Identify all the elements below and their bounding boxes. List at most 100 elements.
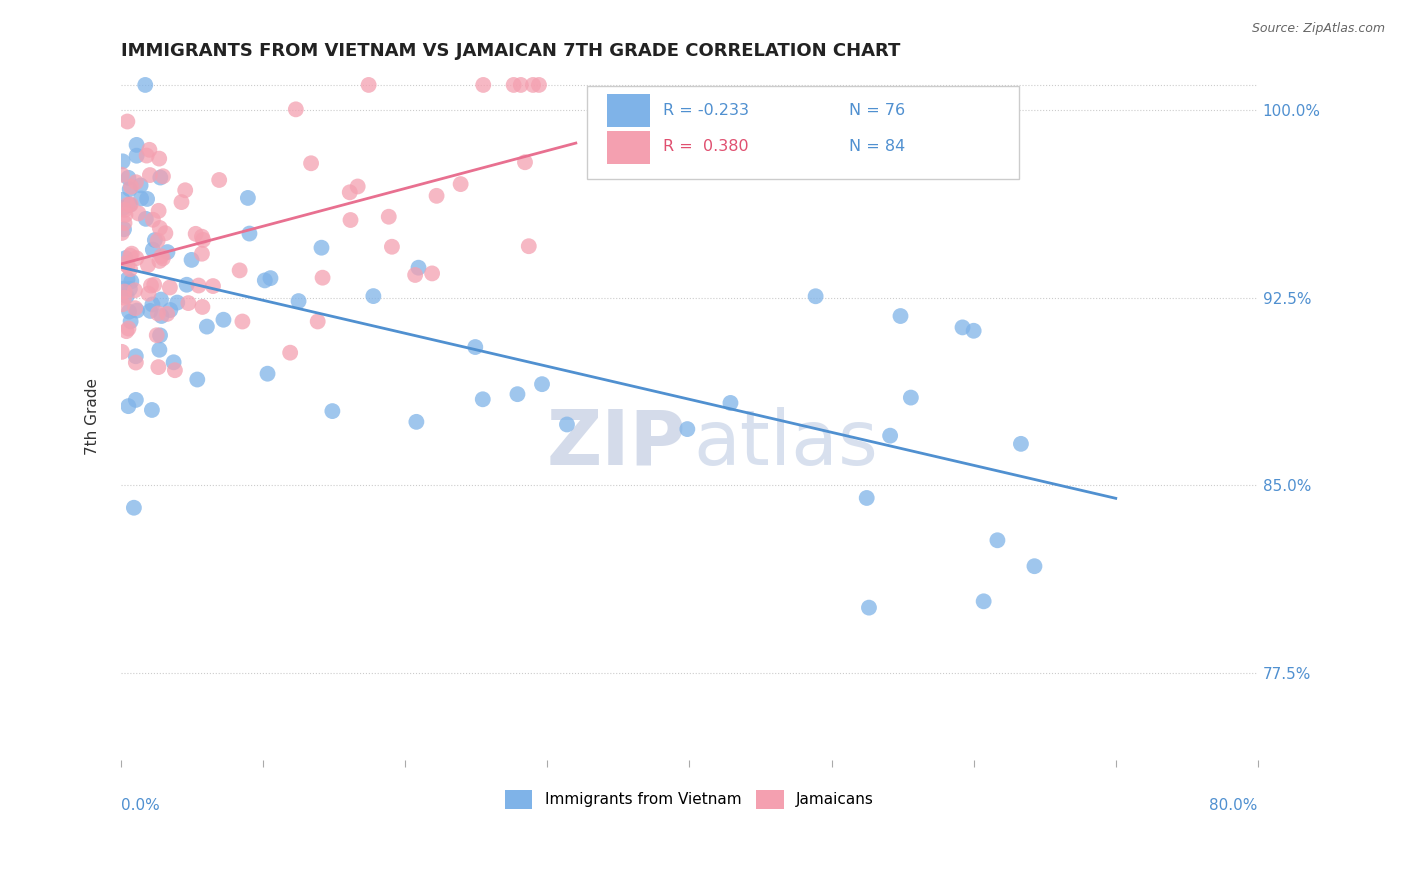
Point [804, 289, 827, 303]
Text: 0.0%: 0.0% [121, 798, 160, 814]
Point [128, 206, 150, 220]
Point [855, 491, 877, 505]
Point [143, 277, 166, 292]
Bar [606, 95, 650, 128]
Point [1024, 559, 1046, 574]
Point [174, 183, 197, 197]
Point [124, 301, 146, 315]
Bar [606, 131, 650, 164]
Point [900, 391, 922, 405]
Point [125, 303, 148, 318]
Point [1010, 437, 1032, 451]
Point [858, 600, 880, 615]
Point [513, 155, 536, 169]
Point [321, 404, 343, 418]
Point [117, 321, 139, 335]
Point [472, 78, 495, 92]
Point [184, 227, 207, 241]
Point [176, 277, 198, 292]
Point [208, 173, 231, 187]
Point [148, 343, 170, 357]
Point [311, 241, 333, 255]
Text: ZIP: ZIP [547, 407, 686, 481]
Text: atlas: atlas [693, 407, 877, 481]
Point [114, 285, 136, 299]
Point [135, 148, 157, 162]
Point [118, 282, 141, 296]
Point [114, 216, 136, 230]
Point [212, 312, 235, 326]
Point [420, 267, 443, 281]
Point [117, 399, 139, 413]
Point [191, 246, 214, 260]
Point [311, 270, 333, 285]
Point [405, 415, 427, 429]
Point [139, 304, 162, 318]
Point [187, 278, 209, 293]
Point [346, 179, 368, 194]
Point [111, 154, 134, 169]
Point [555, 417, 578, 432]
Point [159, 303, 181, 318]
Point [148, 152, 170, 166]
Point [125, 149, 148, 163]
Point [146, 306, 169, 320]
Point [136, 192, 159, 206]
Point [162, 355, 184, 369]
Legend: Immigrants from Vietnam, Jamaicans: Immigrants from Vietnam, Jamaicans [499, 784, 880, 814]
Point [502, 78, 524, 92]
Point [299, 156, 322, 170]
Text: R =  0.380: R = 0.380 [664, 139, 749, 154]
Point [112, 222, 135, 236]
Point [139, 168, 162, 182]
Point [112, 282, 135, 296]
Point [117, 259, 139, 273]
Point [111, 297, 134, 311]
Point [191, 300, 214, 314]
Point [141, 403, 163, 417]
Text: IMMIGRANTS FROM VIETNAM VS JAMAICAN 7TH GRADE CORRELATION CHART: IMMIGRANTS FROM VIETNAM VS JAMAICAN 7TH … [121, 42, 900, 60]
Point [118, 198, 141, 212]
Text: Source: ZipAtlas.com: Source: ZipAtlas.com [1251, 22, 1385, 36]
Point [284, 103, 307, 117]
Point [120, 274, 142, 288]
Point [381, 240, 404, 254]
Point [287, 294, 309, 309]
Point [307, 314, 329, 328]
Point [471, 392, 494, 407]
Point [517, 239, 540, 253]
Point [180, 252, 202, 267]
Point [378, 210, 401, 224]
Point [152, 252, 174, 266]
Point [720, 396, 742, 410]
Point [357, 78, 380, 92]
Point [159, 280, 181, 294]
Point [150, 249, 173, 263]
Point [149, 328, 172, 343]
Point [138, 143, 160, 157]
Text: N = 76: N = 76 [849, 103, 904, 118]
Point [124, 283, 146, 297]
Point [195, 319, 218, 334]
Point [150, 293, 173, 307]
Point [256, 367, 278, 381]
Point [236, 191, 259, 205]
Point [186, 372, 208, 386]
Point [125, 392, 148, 407]
Point [156, 307, 179, 321]
Point [125, 355, 148, 369]
Point [155, 226, 177, 240]
Point [889, 309, 911, 323]
Point [879, 428, 901, 442]
Point [112, 201, 135, 215]
Point [117, 170, 139, 185]
Point [973, 594, 995, 608]
Point [201, 279, 224, 293]
Point [114, 251, 136, 265]
Point [125, 137, 148, 152]
Text: R = -0.233: R = -0.233 [664, 103, 749, 118]
Point [115, 289, 138, 303]
Point [259, 271, 281, 285]
Point [138, 286, 160, 301]
Point [136, 258, 159, 272]
